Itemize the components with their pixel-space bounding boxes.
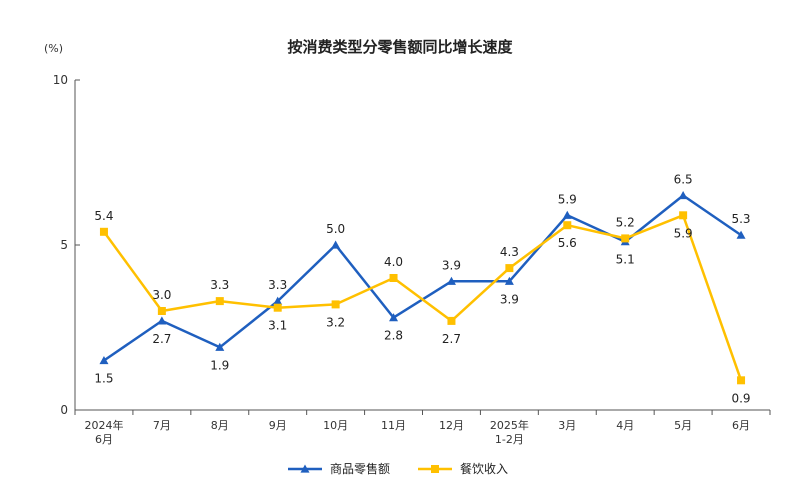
series-1-marker bbox=[563, 221, 572, 230]
x-tick-label: 6月 bbox=[732, 419, 750, 432]
data-label: 4.0 bbox=[384, 255, 403, 269]
series-0-marker bbox=[99, 356, 109, 365]
chart-title: 按消费类型分零售额同比增长速度 bbox=[287, 38, 513, 56]
data-labels: 1.5 2.7 1.9 3.3 5.0 2.8 3.9 3.9 5.9 5.1 6.5 5.3 5.4 3… bbox=[94, 173, 750, 406]
legend-label: 餐饮收入 bbox=[460, 461, 508, 476]
data-label: 3.3 bbox=[268, 278, 287, 292]
series-1-marker bbox=[157, 307, 166, 315]
data-label: 5.3 bbox=[731, 212, 750, 226]
data-label: 3.0 bbox=[152, 288, 171, 302]
series-0-marker bbox=[389, 313, 399, 322]
series-0-marker bbox=[504, 276, 514, 285]
data-label: 3.9 bbox=[500, 292, 519, 306]
data-label: 1.5 bbox=[94, 372, 113, 386]
data-label: 5.0 bbox=[326, 222, 345, 236]
legend-marker bbox=[300, 464, 310, 473]
series-0-marker bbox=[215, 342, 225, 351]
series-0-marker bbox=[736, 230, 746, 239]
series-markers bbox=[99, 191, 746, 385]
legend: 商品零售额 餐饮收入 bbox=[288, 461, 508, 476]
data-label: 1.9 bbox=[210, 358, 229, 372]
x-tick-label: 5月 bbox=[674, 419, 692, 432]
series-line-0 bbox=[103, 194, 742, 362]
series-1-marker bbox=[679, 211, 688, 220]
data-label: 5.1 bbox=[616, 253, 635, 267]
series-0-marker bbox=[562, 210, 572, 219]
series-0-marker bbox=[678, 191, 688, 200]
x-tick-label: 9月 bbox=[269, 419, 287, 432]
legend-label: 商品零售额 bbox=[330, 461, 390, 476]
series-1-marker bbox=[215, 297, 224, 306]
data-label: 3.2 bbox=[326, 315, 345, 329]
data-label: 0.9 bbox=[731, 391, 750, 405]
data-label: 2.7 bbox=[442, 332, 461, 346]
series-1-marker bbox=[99, 227, 108, 236]
series-1-marker bbox=[621, 234, 630, 243]
x-tick-label: 7月 bbox=[153, 419, 171, 432]
x-tick-label: 10月 bbox=[323, 419, 348, 432]
series-0-marker bbox=[273, 296, 283, 305]
data-label: 5.9 bbox=[674, 226, 693, 240]
data-label: 5.2 bbox=[616, 215, 635, 229]
legend-marker bbox=[431, 465, 439, 473]
axes: 0 5 10 2024年 6月 7月 8月 9月 10月 11月 12月 2025年 1-2月 3月 4月 5… bbox=[53, 73, 771, 446]
data-label: 3.1 bbox=[268, 319, 287, 333]
series-1-marker bbox=[737, 376, 746, 385]
x-tick-label: 2025年 1-2月 bbox=[490, 418, 529, 446]
data-label: 5.9 bbox=[558, 192, 577, 206]
data-label: 2.7 bbox=[152, 332, 171, 346]
x-tick-label: 2024年 6月 bbox=[84, 418, 123, 446]
series-lines bbox=[102, 194, 743, 381]
y-tick-label: 10 bbox=[53, 73, 68, 87]
x-tick-label: 8月 bbox=[211, 419, 229, 432]
data-label: 3.9 bbox=[442, 258, 461, 272]
data-label: 4.3 bbox=[500, 245, 519, 259]
x-tick-label: 12月 bbox=[439, 419, 464, 432]
series-1-marker bbox=[273, 303, 282, 312]
data-label: 2.8 bbox=[384, 329, 403, 343]
series-1-marker bbox=[447, 316, 456, 325]
series-0-marker bbox=[331, 240, 341, 249]
x-tick-label: 3月 bbox=[558, 419, 576, 432]
series-line-1 bbox=[102, 214, 743, 381]
x-tick-label: 11月 bbox=[381, 419, 406, 432]
y-axis-unit: (%) bbox=[44, 42, 63, 55]
series-0-marker bbox=[446, 276, 456, 285]
data-label: 5.6 bbox=[558, 236, 577, 250]
data-label: 6.5 bbox=[674, 173, 693, 187]
series-1-marker bbox=[389, 274, 398, 282]
series-1-marker bbox=[331, 300, 340, 309]
y-tick-label: 0 bbox=[60, 403, 68, 417]
series-1-marker bbox=[505, 264, 514, 273]
series-0-marker bbox=[157, 316, 167, 325]
data-label: 5.4 bbox=[94, 209, 113, 223]
data-label: 3.3 bbox=[210, 278, 229, 292]
y-tick-label: 5 bbox=[60, 238, 68, 252]
x-tick-label: 4月 bbox=[616, 419, 634, 432]
